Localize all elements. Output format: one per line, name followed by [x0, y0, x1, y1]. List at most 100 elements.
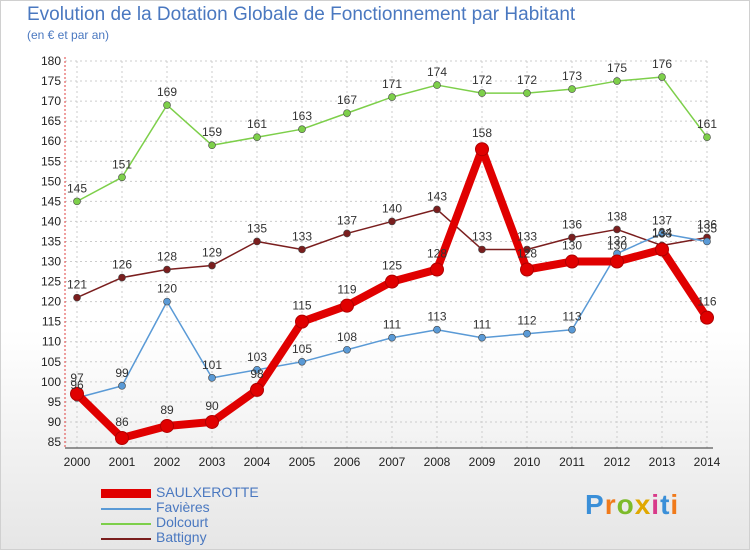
point-dolcourt [703, 133, 711, 141]
point-battigny [478, 245, 486, 254]
point-saulxerotte [205, 414, 219, 429]
data-label-favières: 111 [473, 318, 492, 332]
point-battigny [253, 237, 261, 246]
logo-letter: x [634, 489, 652, 520]
y-tick-label: 155 [41, 154, 61, 168]
data-label-favières: 137 [652, 213, 672, 227]
x-tick-label: 2012 [604, 455, 631, 469]
point-battigny [118, 273, 126, 282]
data-label-dolcourt: 172 [472, 73, 492, 87]
y-tick-label: 170 [41, 94, 61, 108]
point-favières [298, 357, 306, 366]
point-dolcourt [523, 89, 531, 97]
x-tick-label: 2013 [649, 455, 676, 469]
data-label-dolcourt: 174 [427, 65, 447, 79]
legend-label: SAULXEROTTE [156, 484, 259, 500]
x-tick-label: 2006 [334, 455, 361, 469]
data-label-saulxerotte: 90 [205, 399, 219, 413]
proxiti-logo: Proxiti [585, 489, 679, 521]
data-label-favières: 99 [115, 366, 129, 380]
point-battigny [433, 205, 441, 214]
x-tick-label: 2003 [199, 455, 226, 469]
legend-swatch [101, 508, 151, 510]
y-tick-label: 110 [42, 335, 61, 349]
logo-letter: i [670, 489, 680, 520]
data-label-dolcourt: 161 [247, 117, 267, 131]
data-label-favières: 103 [247, 350, 267, 364]
point-saulxerotte [295, 314, 309, 329]
x-tick-label: 2004 [244, 455, 271, 469]
x-tick-label: 2010 [514, 455, 541, 469]
point-favières [208, 374, 216, 382]
data-label-favières: 113 [562, 310, 581, 324]
point-saulxerotte [520, 262, 534, 277]
data-label-favières: 101 [202, 358, 222, 372]
point-saulxerotte [430, 262, 444, 277]
point-saulxerotte [610, 254, 624, 269]
data-label-dolcourt: 175 [607, 61, 627, 75]
data-label-battigny: 137 [337, 213, 357, 227]
data-label-saulxerotte: 128 [427, 247, 447, 261]
data-label-saulxerotte: 86 [115, 415, 129, 429]
data-label-saulxerotte: 133 [652, 226, 672, 240]
data-label-battigny: 126 [112, 258, 132, 272]
point-battigny [208, 261, 216, 270]
y-tick-label: 180 [41, 54, 61, 68]
point-dolcourt [433, 81, 441, 89]
data-label-saulxerotte: 125 [382, 259, 402, 273]
y-tick-label: 90 [48, 415, 62, 429]
grid-lines [65, 60, 708, 448]
data-label-battigny: 138 [607, 209, 627, 223]
data-label-battigny: 133 [517, 229, 537, 243]
point-favières [163, 297, 171, 306]
point-saulxerotte [70, 386, 84, 401]
point-favières [478, 333, 486, 342]
data-label-battigny: 134 [652, 225, 672, 239]
data-label-saulxerotte: 97 [70, 371, 84, 385]
point-saulxerotte [475, 142, 489, 157]
data-label-saulxerotte: 119 [337, 283, 356, 297]
point-dolcourt [298, 125, 306, 133]
legend-swatch [101, 538, 151, 540]
data-label-favières: 132 [607, 234, 627, 248]
y-tick-label: 100 [41, 375, 61, 389]
logo-letter: i [651, 489, 661, 520]
point-saulxerotte [655, 242, 669, 257]
data-label-battigny: 129 [202, 246, 222, 260]
series-lines [70, 73, 714, 445]
y-tick-label: 115 [42, 315, 61, 329]
point-dolcourt [73, 197, 81, 206]
data-label-battigny: 133 [292, 229, 312, 243]
data-label-favières: 108 [337, 330, 357, 344]
point-battigny [388, 217, 396, 226]
data-label-dolcourt: 159 [202, 125, 222, 139]
point-saulxerotte [565, 254, 579, 269]
point-saulxerotte [340, 298, 354, 313]
x-tick-label: 2002 [154, 455, 181, 469]
point-battigny [343, 229, 351, 238]
point-dolcourt [388, 93, 396, 101]
point-saulxerotte [115, 430, 129, 445]
data-label-favières: 120 [157, 282, 177, 296]
data-label-favières: 105 [292, 342, 312, 356]
logo-letter: r [604, 489, 617, 520]
point-dolcourt [118, 173, 126, 182]
point-favières [118, 382, 126, 390]
data-label-saulxerotte: 89 [160, 403, 174, 417]
point-favières [433, 325, 441, 334]
x-tick-label: 2005 [289, 455, 316, 469]
legend-label: Dolcourt [156, 514, 209, 530]
x-tick-label: 2009 [469, 455, 496, 469]
point-favières [253, 366, 261, 374]
y-tick-label: 150 [41, 174, 61, 188]
data-labels: 145 151 169 159 161 163 167 171 174 172 172 173 175 1… [67, 57, 717, 429]
y-tick-label: 160 [41, 134, 61, 148]
x-tick-label: 2007 [379, 455, 406, 469]
legend-swatch [101, 523, 151, 525]
data-label-favières: 135 [697, 221, 717, 235]
point-saulxerotte [160, 418, 174, 433]
data-label-battigny: 135 [247, 221, 267, 235]
logo-letter: P [585, 489, 605, 520]
